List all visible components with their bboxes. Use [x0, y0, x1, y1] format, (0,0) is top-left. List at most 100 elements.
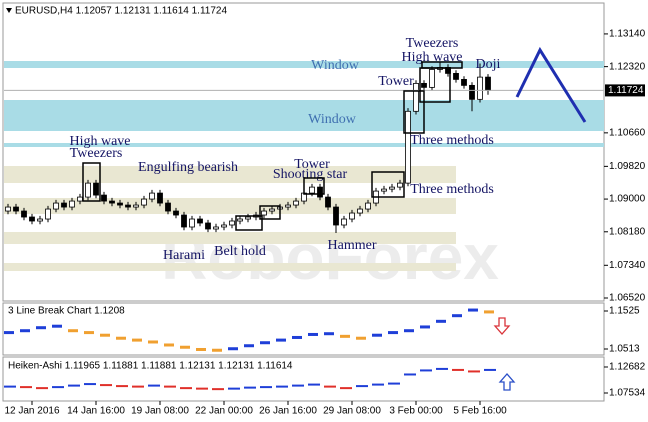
candle-body [405, 110, 411, 184]
line-break-block [180, 345, 190, 349]
heiken-ashi-bar [244, 386, 256, 389]
main-panel [2, 2, 605, 302]
line-break-block [116, 336, 126, 340]
pattern-label: Window [308, 112, 357, 127]
line-break-block [4, 331, 14, 335]
x-tick-label: 26 Jan 16:00 [259, 406, 317, 417]
pattern-label: Tweezers [406, 36, 459, 51]
candle-body [53, 202, 59, 210]
heiken-ashi-bar [20, 386, 32, 389]
heiken-ashi-panel [2, 356, 605, 402]
pattern-label: Harami [163, 248, 205, 263]
heiken-ashi-bar [180, 387, 192, 390]
pattern-box [371, 171, 405, 198]
line-break-block [308, 332, 318, 336]
pattern-label: Hammer [328, 238, 377, 253]
y-tick-label: 1.12320 [609, 61, 646, 72]
pattern-label: Three methods [410, 182, 494, 197]
candle-body [333, 206, 339, 226]
line-break-block [260, 341, 270, 345]
heiken-ashi-bar [68, 384, 80, 387]
line-break-block [228, 347, 238, 351]
line-break-block [452, 314, 462, 318]
heiken-ashi-bar [4, 385, 16, 388]
heiken-ashi-bar [148, 384, 160, 387]
pattern-label: High wave [401, 50, 462, 65]
last-price-label: 1.11724 [608, 85, 644, 96]
line-break-block [420, 325, 430, 329]
pattern-box [82, 162, 101, 202]
heiken-ashi-bar [276, 385, 288, 388]
line-break-block [68, 329, 78, 333]
pattern-boxes [82, 61, 463, 231]
candle-body [413, 82, 419, 112]
pattern-box [403, 90, 425, 134]
forecast-arrow [515, 46, 587, 123]
candle-body [133, 204, 139, 208]
candle-body [37, 218, 43, 222]
candle-body [341, 218, 347, 226]
candle-body [205, 222, 211, 230]
candle-body [469, 84, 475, 100]
level-zone [4, 263, 456, 271]
heiken-ashi-bar [404, 373, 416, 376]
zones [4, 61, 604, 271]
line-break-block [244, 344, 254, 348]
candle-body [285, 204, 291, 208]
line-break-block [52, 324, 62, 328]
level-zone [4, 232, 456, 244]
panels [2, 2, 605, 402]
candle-body [325, 196, 331, 208]
candle-body [309, 186, 315, 194]
line-break-block [356, 336, 366, 340]
line-break-block [132, 338, 142, 342]
pattern-box [235, 215, 263, 231]
candle-body [117, 202, 123, 206]
line-break-panel [2, 302, 605, 356]
y-tick-label: 1.13140 [609, 29, 646, 40]
heiken-ashi-bar [436, 367, 448, 370]
candle-body [109, 200, 115, 204]
candle-body [149, 192, 155, 200]
pattern-label: Doji [476, 57, 501, 72]
line-break-block [468, 308, 478, 312]
heiken-ashi-bar [52, 386, 64, 389]
line-break-block [484, 310, 494, 314]
x-tick-label: 12 Jan 2016 [4, 406, 59, 417]
candle-body [381, 188, 387, 192]
candle-body [365, 202, 371, 210]
heiken-ashi-bar [132, 385, 144, 388]
heiken-ashi-bar [228, 387, 240, 390]
candle-body [77, 196, 83, 202]
y-tick-label: 1.09820 [609, 161, 646, 172]
heiken-ashi-bar [164, 385, 176, 388]
y-tick-label: 1.09000 [609, 194, 646, 205]
x-tick-label: 22 Jan 00:00 [195, 406, 253, 417]
heiken-ashi-bar [468, 370, 480, 373]
candle-body [157, 192, 163, 204]
heiken-ashi-bar [324, 385, 336, 388]
candle-body [45, 208, 51, 220]
line-break-block [84, 331, 94, 335]
heiken-ashi-bar [356, 385, 368, 388]
candle-body [477, 76, 483, 100]
x-tick-label: 29 Jan 08:00 [323, 406, 381, 417]
heiken-ashi-bar [372, 383, 384, 386]
candle-body [69, 200, 75, 208]
main-title: EURUSD,H4 1.12057 1.12131 1.11614 1.1172… [15, 6, 227, 17]
heiken-ashi-bar [388, 382, 400, 385]
candle-body [357, 208, 363, 214]
heiken-ashi-bar [212, 388, 224, 391]
candle-body [237, 218, 243, 222]
y-tick-label: 1.12682 [609, 362, 646, 373]
y-tick-label: 1.10660 [609, 127, 646, 138]
heiken-ashi-title: Heiken-Ashi 1.11965 1.11881 1.11881 1.12… [8, 361, 293, 372]
candle-body [13, 206, 19, 212]
last-price-box [605, 84, 645, 97]
heiken-ashi-bar [116, 385, 128, 388]
level-zone [4, 198, 456, 214]
pattern-box [259, 205, 281, 220]
window-zone [4, 143, 604, 147]
pattern-label: Belt hold [214, 244, 266, 259]
pattern-box [303, 177, 325, 195]
